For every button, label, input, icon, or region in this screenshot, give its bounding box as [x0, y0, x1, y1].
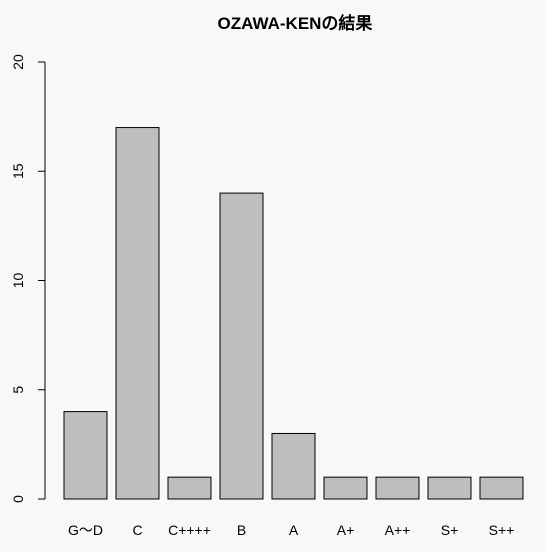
- bar: [427, 476, 472, 500]
- x-tick-label: G～D: [68, 522, 103, 538]
- x-tick-label: C++++: [168, 522, 211, 538]
- bar: [323, 476, 368, 500]
- bar: [375, 476, 420, 500]
- x-tick-label: A++: [385, 522, 411, 538]
- y-tick-label: 5: [10, 386, 26, 394]
- x-tick-label: S+: [441, 522, 459, 538]
- x-tick-label: A+: [337, 522, 355, 538]
- y-tick-label: 10: [10, 273, 26, 289]
- bar: [219, 192, 264, 500]
- y-tick-label: 20: [10, 54, 26, 70]
- bar: [167, 476, 212, 500]
- bar: [115, 127, 160, 500]
- x-tick-label: A: [289, 522, 299, 538]
- x-tick-label: B: [237, 522, 246, 538]
- x-tick-label: S++: [489, 522, 515, 538]
- y-tick-label: 15: [10, 163, 26, 179]
- bar: [271, 432, 316, 500]
- chart-title: OZAWA-KENの結果: [218, 13, 373, 33]
- bar: [63, 411, 108, 500]
- x-tick-label: C: [132, 522, 142, 538]
- y-tick-label: 0: [10, 495, 26, 503]
- bar: [479, 476, 524, 500]
